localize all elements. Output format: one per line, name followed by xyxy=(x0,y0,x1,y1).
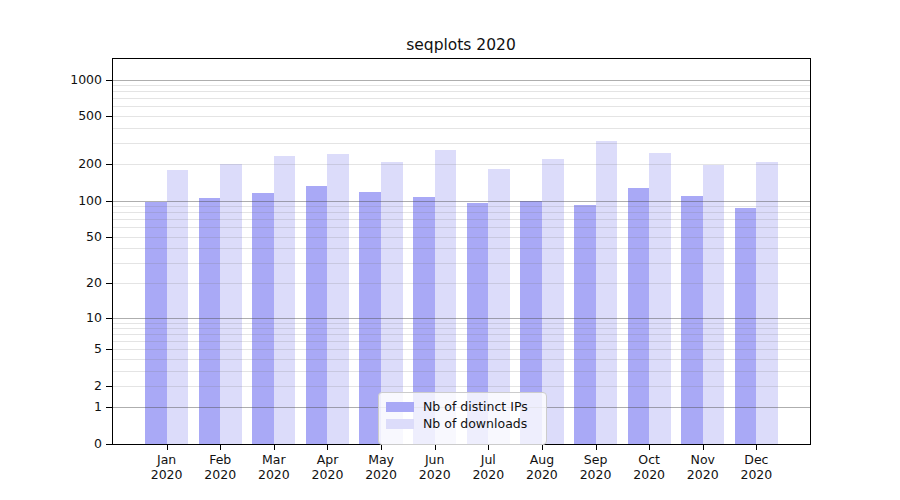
y-tick-label-100: 100 xyxy=(30,193,102,209)
legend-swatch-distinct-ips xyxy=(386,402,414,412)
minor-gridline xyxy=(113,386,810,387)
x-axis-tick xyxy=(435,445,436,450)
minor-gridline xyxy=(113,334,810,335)
chart-title: seqplots 2020 xyxy=(112,36,810,54)
x-axis-tick xyxy=(381,445,382,450)
minor-gridline xyxy=(113,349,810,350)
major-gridline xyxy=(113,318,810,319)
x-axis-tick xyxy=(756,445,757,450)
y-axis-tick xyxy=(106,201,113,202)
bar-nb-of-downloads-dec xyxy=(756,162,778,444)
y-axis-tick xyxy=(106,164,113,165)
minor-gridline xyxy=(113,323,810,324)
major-gridline xyxy=(113,201,810,202)
bar-nb-of-downloads-sep xyxy=(596,141,618,444)
minor-gridline xyxy=(113,91,810,92)
y-axis-tick xyxy=(106,80,113,81)
x-axis-tick xyxy=(649,445,650,450)
y-axis-tick xyxy=(106,318,113,319)
y-axis-tick xyxy=(106,349,113,350)
y-tick-label-5: 5 xyxy=(30,341,102,357)
y-tick-label-1: 1 xyxy=(30,399,102,415)
y-tick-label-2: 2 xyxy=(30,378,102,394)
plot-area xyxy=(112,58,811,445)
minor-gridline xyxy=(113,143,810,144)
y-axis-tick xyxy=(106,116,113,117)
x-axis-tick xyxy=(167,445,168,450)
minor-gridline xyxy=(113,98,810,99)
x-axis-tick xyxy=(327,445,328,450)
bar-nb-of-distinct-ips-dec xyxy=(735,208,757,444)
minor-gridline xyxy=(113,212,810,213)
minor-gridline xyxy=(113,359,810,360)
minor-gridline xyxy=(113,116,810,117)
legend-label-downloads: Nb of downloads xyxy=(423,416,527,431)
y-tick-label-20: 20 xyxy=(30,275,102,291)
legend-item-distinct-ips: Nb of distinct IPs xyxy=(379,398,546,415)
y-axis-tick xyxy=(106,407,113,408)
x-axis-tick xyxy=(596,445,597,450)
y-tick-label-200: 200 xyxy=(30,156,102,172)
x-axis-tick xyxy=(220,445,221,450)
bar-nb-of-downloads-apr xyxy=(327,154,349,444)
minor-gridline xyxy=(113,283,810,284)
major-gridline xyxy=(113,80,810,81)
legend-swatch-downloads xyxy=(386,419,414,429)
minor-gridline xyxy=(113,164,810,165)
minor-gridline xyxy=(113,237,810,238)
bar-nb-of-downloads-oct xyxy=(649,153,671,444)
minor-gridline xyxy=(113,206,810,207)
minor-gridline xyxy=(113,371,810,372)
minor-gridline xyxy=(113,85,810,86)
y-axis-tick xyxy=(106,444,113,445)
bar-nb-of-distinct-ips-apr xyxy=(306,186,328,444)
y-tick-label-1000: 1000 xyxy=(30,72,102,88)
y-tick-label-500: 500 xyxy=(30,108,102,124)
minor-gridline xyxy=(113,248,810,249)
x-axis-tick xyxy=(274,445,275,450)
minor-gridline xyxy=(113,106,810,107)
y-tick-label-50: 50 xyxy=(30,229,102,245)
x-axis-tick xyxy=(488,445,489,450)
x-tick-label-dec: Dec 2020 xyxy=(716,452,796,482)
minor-gridline xyxy=(113,128,810,129)
minor-gridline xyxy=(113,263,810,264)
y-axis-tick xyxy=(106,283,113,284)
legend-item-downloads: Nb of downloads xyxy=(379,415,546,432)
y-tick-label-10: 10 xyxy=(30,310,102,326)
x-axis-tick xyxy=(542,445,543,450)
x-axis-tick xyxy=(703,445,704,450)
chart-canvas: seqplots 2020 Nb of distinct IPs Nb of d… xyxy=(0,0,900,500)
minor-gridline xyxy=(113,219,810,220)
legend-label-distinct-ips: Nb of distinct IPs xyxy=(423,399,528,414)
y-tick-label-0: 0 xyxy=(30,436,102,452)
minor-gridline xyxy=(113,227,810,228)
bar-nb-of-downloads-mar xyxy=(274,156,296,444)
y-axis-tick xyxy=(106,386,113,387)
minor-gridline xyxy=(113,328,810,329)
y-axis-tick xyxy=(106,237,113,238)
legend: Nb of distinct IPs Nb of downloads xyxy=(378,392,547,445)
minor-gridline xyxy=(113,341,810,342)
